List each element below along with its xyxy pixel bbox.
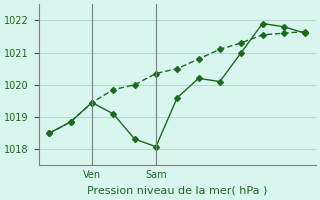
X-axis label: Pression niveau de la mer( hPa ): Pression niveau de la mer( hPa ) (87, 186, 268, 196)
